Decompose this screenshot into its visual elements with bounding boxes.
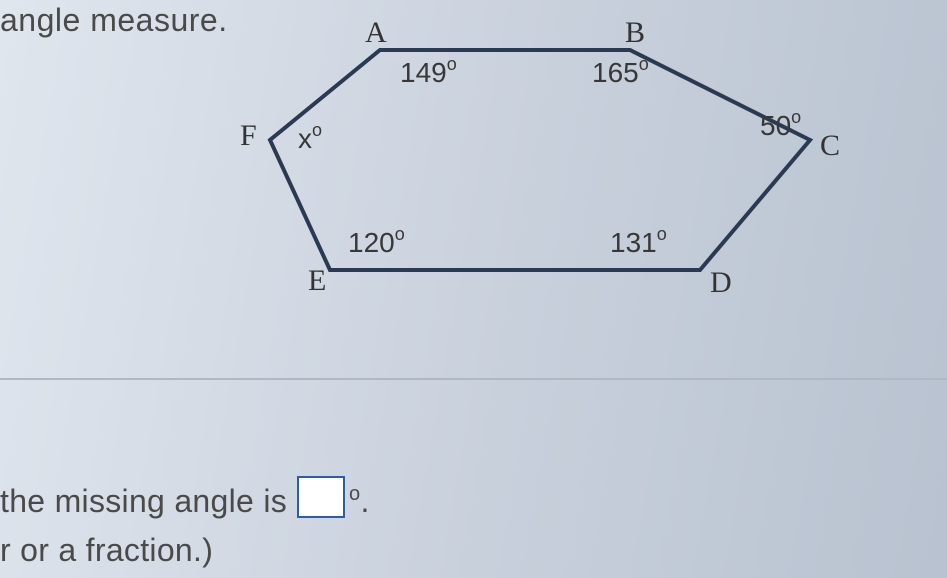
angle-F: xo	[298, 120, 322, 154]
vertex-C-label: C	[820, 129, 840, 162]
answer-line: the missing angle is o .	[0, 470, 370, 520]
angle-B: 165o	[592, 54, 649, 88]
answer-lead-text: the missing angle is	[0, 483, 287, 520]
prompt-text: angle measure.	[0, 2, 228, 39]
answer-block: the missing angle is o . r or a fraction…	[0, 470, 370, 569]
answer-hint: r or a fraction.)	[0, 532, 370, 569]
vertex-A-label: A	[365, 20, 387, 49]
angle-C: 50o	[760, 107, 801, 141]
answer-input-box[interactable]	[297, 476, 345, 518]
angle-E: 120o	[348, 224, 405, 258]
vertex-E-label: E	[308, 264, 326, 297]
hexagon-diagram: A B C D E F 149o 165o 50o 131o 120o xo	[230, 20, 850, 310]
horizontal-divider	[0, 378, 947, 380]
answer-period: .	[360, 483, 369, 520]
vertex-F-label: F	[240, 119, 257, 152]
vertex-B-label: B	[625, 20, 645, 49]
angle-A: 149o	[400, 54, 457, 88]
angle-D: 131o	[610, 224, 667, 258]
degree-symbol: o	[349, 483, 360, 506]
vertex-D-label: D	[710, 266, 732, 299]
